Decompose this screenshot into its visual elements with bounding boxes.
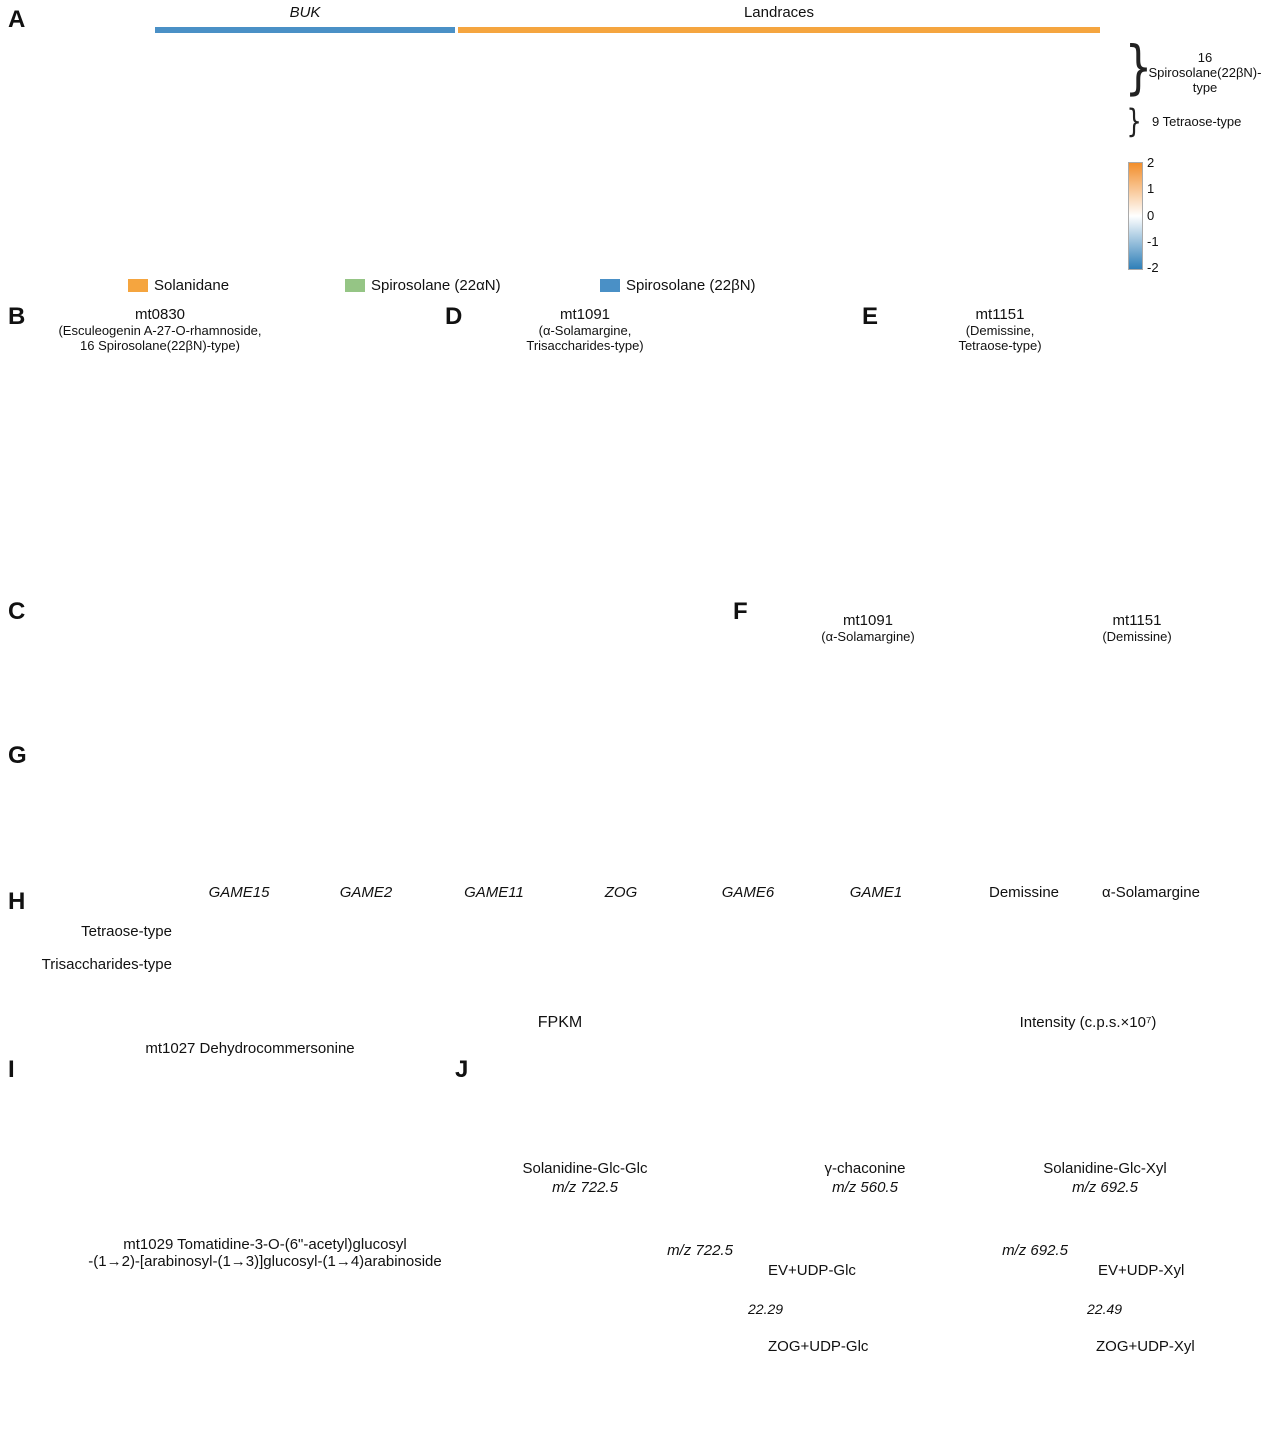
gwas-d-subtitle2: Trisaccharides-type) — [526, 338, 644, 353]
colorbar — [1128, 162, 1143, 270]
row-class-strip — [130, 36, 152, 270]
panel-b-label: B — [8, 303, 26, 330]
gwas-b-subtitle1: (Esculeogenin A-27-O-rhamnoside, — [58, 323, 262, 338]
panel-h-label: H — [8, 888, 26, 915]
legend-label-solanidane: Solanidane — [154, 277, 230, 294]
manhattan-plot-mt1151 — [853, 385, 1268, 595]
gwas-d-subtitle1: (α-Solamargine, — [538, 323, 632, 338]
colorbar-tick: -1 — [1147, 234, 1159, 249]
landraces-group-bar — [458, 27, 1100, 33]
brace-icon: } — [1126, 102, 1142, 140]
molecule-name: Solanidine-Glc-Glc — [522, 1160, 648, 1177]
row-label-tetraose: Tetraose-type — [81, 923, 172, 940]
i-chart2-title-line2: -(1→2)-[arabinosyl-(1→3)]glucosyl-(1→4)a… — [88, 1253, 442, 1270]
colorbar-tick: 2 — [1147, 155, 1155, 170]
heatmap-canvas — [155, 36, 1100, 270]
fpkm-bar-charts — [175, 896, 1225, 1048]
molecule-mz: m/z 722.5 — [552, 1179, 618, 1196]
panel-g-label: G — [8, 742, 27, 769]
colorbar-tick: -2 — [1147, 260, 1159, 275]
gwas-b-subtitle2: 16 Spirosolane(22βN)-type) — [80, 338, 240, 353]
gene-track-chr07 — [20, 723, 720, 873]
colorbar-tick: 0 — [1147, 208, 1155, 223]
chemical-structure-demissine — [985, 294, 1268, 394]
molecule-name: γ-chaconine — [824, 1160, 906, 1177]
chromatogram-xyl — [820, 1248, 1200, 1454]
gwas-e-subtitle1: (Demissine, — [965, 323, 1035, 338]
panel-c-label: C — [8, 598, 26, 625]
landraces-group-label: Landraces — [743, 4, 815, 21]
molecule-name: Solanidine-Glc-Xyl — [1043, 1160, 1167, 1177]
legend-swatch-spirosolane-22bN — [600, 279, 620, 292]
gwas-d-title: mt1091 — [559, 306, 611, 323]
panel-i-label: I — [8, 1056, 15, 1083]
chromatogram-glc — [485, 1248, 885, 1454]
annotation-spirosolane: 16 Spirosolane(22βN)-type — [1148, 50, 1262, 95]
legend-label-spirosolane-22bN: Spirosolane (22βN) — [626, 277, 756, 294]
gwas-e-subtitle2: Tetraose-type) — [958, 338, 1042, 353]
buk-group-label: BUK — [289, 4, 321, 21]
zog-oe-bar-chart-mt1027 — [30, 1036, 465, 1248]
annotation-tetraose: 9 Tetraose-type — [1152, 114, 1242, 129]
colorbar-tick: 1 — [1147, 181, 1155, 196]
dendrogram — [15, 36, 128, 270]
molecule-mz: m/z 692.5 — [1072, 1179, 1138, 1196]
manhattan-plot-mt1091 — [440, 385, 855, 595]
panel-j-label: J — [455, 1056, 469, 1083]
gwas-e-title: mt1151 — [975, 306, 1025, 323]
chemical-structure-solamargine — [580, 294, 865, 394]
panel-e-label: E — [862, 303, 879, 330]
row-label-trisaccharides: Trisaccharides-type — [41, 956, 172, 973]
i-chart2-title-line1: mt1029 Tomatidine-3-O-(6"-acetyl)glucosy… — [123, 1236, 407, 1253]
buk-group-bar — [155, 27, 455, 33]
panel-d-label: D — [445, 303, 463, 330]
panel-a-label: A — [8, 6, 26, 33]
zog-oe-bar-chart-mt1029 — [30, 1266, 465, 1454]
brace-icon: } — [1124, 33, 1153, 101]
gene-track-chr01 — [20, 593, 720, 723]
genotype-intensity-charts — [740, 596, 1268, 860]
legend-swatch-solanidane — [128, 279, 148, 292]
chemical-structure-esculeogenin — [170, 294, 450, 394]
manhattan-plot-mt0830 — [28, 385, 430, 595]
legend-swatch-spirosolane-22aN — [345, 279, 365, 292]
gwas-b-title: mt0830 — [134, 306, 186, 323]
molecule-mz: m/z 560.5 — [832, 1179, 898, 1196]
legend-label-spirosolane-22aN: Spirosolane (22αN) — [371, 277, 501, 294]
